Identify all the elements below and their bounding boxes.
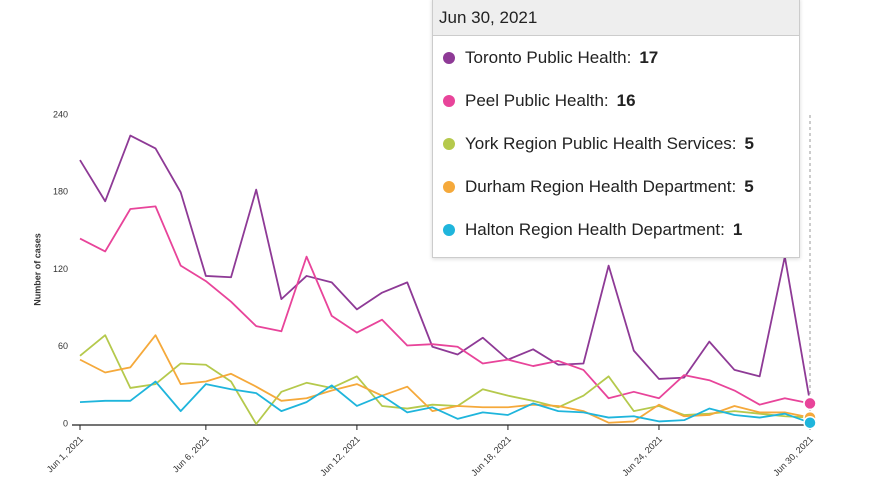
x-tick-label: Jun 24, 2021 [620, 434, 664, 478]
tooltip-value: 1 [732, 219, 743, 239]
y-axis-title: Number of cases [32, 233, 42, 306]
series-line [79, 134, 811, 403]
series-line [79, 205, 811, 406]
legend-swatch [443, 223, 455, 236]
tooltip-title: Jun 30, 2021 [433, 0, 799, 36]
tooltip-label: York Region Public Health Services: [465, 133, 737, 153]
tooltip: Jun 30, 2021 Toronto Public Health: 17 Pee… [432, 0, 800, 258]
x-tick-label: Jun 1, 2021 [45, 434, 85, 474]
tooltip-label: Peel Public Health: [465, 90, 609, 110]
tooltip-rows: Toronto Public Health: 17 Peel Public Heal… [433, 36, 799, 251]
y-tick-label: 60 [58, 341, 68, 351]
tooltip-value: 5 [744, 133, 754, 153]
legend-swatch [443, 180, 455, 193]
legend-swatch [443, 51, 455, 64]
tooltip-row: York Region Public Health Services: 5 [433, 122, 799, 165]
tooltip-value: 5 [744, 176, 754, 196]
x-tick-label: Jun 12, 2021 [318, 434, 362, 478]
legend-swatch [443, 137, 455, 150]
y-tick-label: 240 [53, 109, 68, 119]
x-tick-label: Jun 18, 2021 [469, 434, 513, 478]
hover-point [803, 396, 817, 411]
tooltip-label: Halton Region Health Department: [465, 219, 725, 239]
tooltip-label: Toronto Public Health: [465, 47, 632, 67]
x-tick-label: Jun 6, 2021 [171, 434, 211, 474]
legend-swatch [443, 94, 455, 107]
tooltip-value: 17 [639, 47, 659, 67]
y-tick-label: 0 [63, 418, 68, 428]
tooltip-row: Durham Region Health Department: 5 [433, 165, 799, 208]
series-line [79, 334, 811, 425]
tooltip-value: 16 [616, 90, 636, 110]
tooltip-row: Toronto Public Health: 17 [433, 36, 799, 79]
hover-point [803, 415, 817, 430]
series-line [79, 380, 811, 424]
tooltip-row: Halton Region Health Department: 1 [433, 208, 799, 251]
series-line [79, 334, 811, 424]
x-tick-label: Jun 30, 2021 [771, 434, 815, 478]
tooltip-label: Durham Region Health Department: [465, 176, 737, 196]
y-tick-label: 120 [53, 264, 68, 274]
y-tick-label: 180 [53, 187, 68, 197]
tooltip-row: Peel Public Health: 16 [433, 79, 799, 122]
